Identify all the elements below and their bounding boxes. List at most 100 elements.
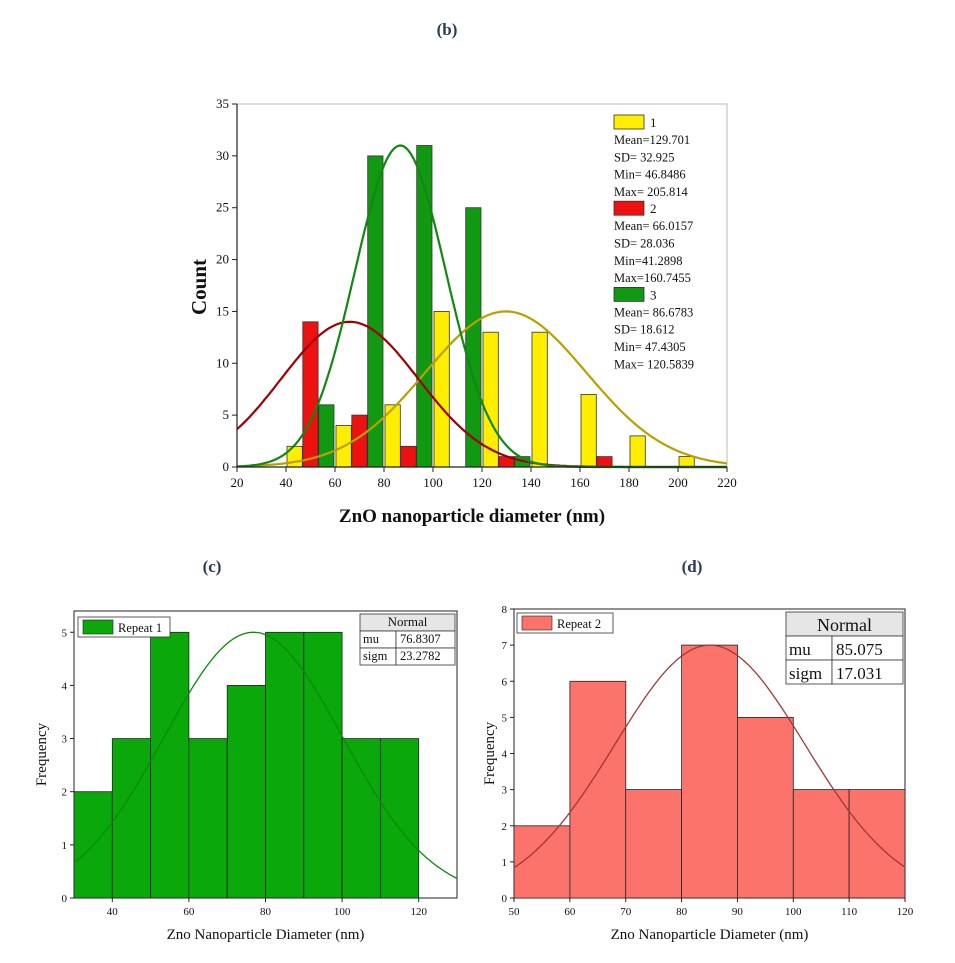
x-tick-label-d: 60	[564, 906, 576, 918]
histogram-bar	[569, 680, 627, 899]
x-tick-label-b: 200	[668, 475, 688, 490]
stats-value-d: 85.075	[836, 640, 883, 659]
histogram-bar	[111, 738, 152, 899]
legend-stat-3: SD= 18.612	[614, 323, 675, 337]
y-tick-label-d: 0	[502, 893, 508, 905]
x-tick-label-c: 80	[260, 906, 272, 918]
x-tick-label-b: 220	[717, 475, 737, 490]
legend-swatch-d	[521, 615, 553, 631]
x-tick-label-c: 60	[183, 906, 195, 918]
legend-stat-3: Min= 47.4305	[614, 340, 686, 354]
histogram-bar	[188, 738, 228, 899]
panel-label-b: (b)	[437, 20, 458, 39]
stats-value-d: 17.031	[836, 664, 883, 683]
legend-stat-3: Mean= 86.6783	[614, 305, 693, 319]
y-tick-label-d: 3	[502, 785, 508, 797]
histogram-bar	[379, 738, 420, 899]
y-tick-label-c: 3	[62, 734, 68, 746]
stats-cell	[785, 659, 833, 685]
legend-swatch-1	[613, 114, 645, 130]
x-tick-label-c: 40	[107, 906, 119, 918]
legend-swatch-c	[82, 619, 114, 635]
stats-value-c: 76.8307	[400, 632, 441, 646]
stats-title-d: Normal	[817, 615, 872, 635]
legend-label-d: Repeat 2	[557, 617, 601, 631]
stats-cell	[831, 635, 904, 661]
x-tick-label-b: 80	[378, 475, 391, 490]
bar-series-1	[531, 331, 548, 468]
x-axis-title-b: ZnO nanoparticle diameter (nm)	[339, 506, 605, 527]
y-tick-label-c: 4	[62, 680, 68, 692]
legend-stat-1: Max= 205.814	[614, 185, 688, 199]
x-axis-title-c: Zno Nanoparticle Diameter (nm)	[167, 927, 365, 943]
x-axis-title-d: Zno Nanoparticle Diameter (nm)	[611, 927, 809, 943]
y-tick-label-b: 20	[216, 252, 229, 267]
x-tick-label-c: 120	[410, 906, 427, 918]
chart-d: (d) 50 60 70 80 90 100 110 120 0 1 2 3 4 5 6 7 8 Zno Nanop…	[482, 557, 914, 943]
x-tick-label-b: 100	[423, 475, 443, 490]
histogram-bar	[226, 685, 266, 899]
legend-swatch-2	[613, 200, 645, 216]
histogram-bar	[265, 631, 305, 899]
y-tick-label-b: 15	[216, 303, 229, 318]
y-tick-label-c: 5	[62, 627, 68, 639]
bar-series-1	[580, 393, 597, 468]
legend-stat-2: Min=41.2898	[614, 254, 683, 268]
histogram-bar	[150, 631, 190, 899]
legend-stat-2: SD= 28.036	[614, 237, 675, 251]
y-tick-label-b: 30	[216, 148, 229, 163]
histogram-bar	[341, 738, 381, 899]
y-tick-label-b: 35	[216, 96, 229, 111]
panel-label-d: (d)	[682, 557, 703, 576]
legend-stat-2: Max=160.7455	[614, 271, 691, 285]
y-tick-label-d: 2	[502, 821, 508, 833]
legend-swatch-3	[613, 286, 645, 302]
chart-c: (c) 40 60 80 100 120 0 1 2 3 4 5 Zno Nanoparticle Di…	[34, 557, 458, 943]
legend-stat-1: Min= 46.8486	[614, 168, 686, 182]
y-tick-label-d: 5	[502, 712, 508, 724]
panel-label-c: (c)	[203, 557, 222, 576]
stats-header-d	[785, 611, 904, 637]
x-tick-label-b: 40	[280, 475, 293, 490]
x-tick-label-d: 120	[897, 906, 914, 918]
y-axis-title-c: Frequency	[34, 722, 50, 786]
y-tick-label-d: 4	[502, 749, 508, 761]
stats-name-d: sigm	[789, 664, 822, 683]
legend-label-1: 1	[650, 115, 657, 130]
y-tick-label-b: 5	[223, 407, 230, 422]
y-tick-label-b: 0	[223, 459, 230, 474]
x-tick-label-d: 100	[785, 906, 802, 918]
y-tick-label-c: 0	[62, 893, 68, 905]
x-tick-label-b: 180	[619, 475, 639, 490]
y-tick-label-c: 2	[62, 787, 68, 799]
y-tick-label-d: 8	[502, 604, 508, 616]
normal-fit-curve	[73, 631, 458, 879]
x-tick-label-b: 120	[472, 475, 492, 490]
bar-series-1	[629, 435, 646, 468]
histogram-bar	[513, 825, 571, 899]
legend-stat-2: Mean= 66.0157	[614, 219, 693, 233]
x-tick-label-d: 80	[676, 906, 688, 918]
stats-cell	[831, 659, 904, 685]
stats-cell	[395, 647, 456, 666]
x-tick-label-b: 140	[521, 475, 541, 490]
stats-name-c: sigm	[363, 649, 388, 663]
y-axis-title-b: Count	[187, 259, 211, 315]
y-tick-label-d: 6	[502, 676, 508, 688]
legend-stat-1: Mean=129.701	[614, 133, 690, 147]
y-tick-label-b: 25	[216, 200, 229, 215]
histogram-bar	[303, 631, 343, 899]
y-tick-label-c: 1	[62, 840, 68, 852]
chart-b: (b) 20 40 60 80 100 120 140 160 180 200 220 0 5 10 15 20…	[187, 20, 737, 527]
stats-cell	[785, 635, 833, 661]
y-tick-label-b: 10	[216, 355, 229, 370]
bar-series-3	[318, 404, 335, 468]
bar-series-2	[596, 456, 613, 468]
bar-series-3	[465, 207, 482, 468]
x-tick-label-b: 60	[329, 475, 342, 490]
legend-label-3: 3	[650, 287, 657, 302]
stats-title-c: Normal	[388, 614, 428, 629]
y-tick-label-d: 7	[502, 640, 508, 652]
histogram-bar	[681, 644, 738, 899]
legend-stat-3: Max= 120.5839	[614, 357, 694, 371]
